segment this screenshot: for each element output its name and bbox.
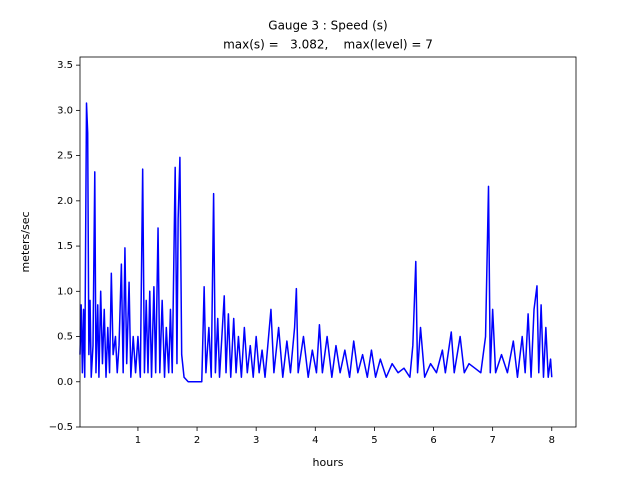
data-line bbox=[79, 102, 553, 383]
chart-title: Gauge 3 : Speed (s) bbox=[268, 19, 387, 33]
y-tick-label: 0.5 bbox=[57, 332, 73, 343]
x-tick-label: 3 bbox=[253, 435, 259, 446]
y-tick-label: 2.5 bbox=[57, 151, 73, 162]
x-axis-label: hours bbox=[313, 456, 344, 469]
y-tick-label: 1.0 bbox=[57, 286, 73, 297]
y-axis-label: meters/sec bbox=[19, 211, 32, 272]
chart-subtitle: max(s) = 3.082, max(level) = 7 bbox=[223, 38, 433, 52]
x-tick-label: 5 bbox=[371, 435, 377, 446]
y-tick-label: 3.5 bbox=[57, 60, 73, 71]
y-tick-label: −0.5 bbox=[49, 422, 73, 433]
plot-frame bbox=[79, 56, 577, 428]
x-tick-label: 6 bbox=[430, 435, 436, 446]
y-tick-label: 3.0 bbox=[57, 105, 73, 116]
x-tick-label: 7 bbox=[489, 435, 495, 446]
x-tick-label: 1 bbox=[135, 435, 141, 446]
y-tick-label: 0.0 bbox=[57, 377, 73, 388]
x-tick-label: 2 bbox=[194, 435, 200, 446]
x-tick-label: 4 bbox=[312, 435, 318, 446]
x-tick-label: 8 bbox=[549, 435, 555, 446]
y-tick-label: 2.0 bbox=[57, 196, 73, 207]
y-tick-label: 1.5 bbox=[57, 241, 73, 252]
